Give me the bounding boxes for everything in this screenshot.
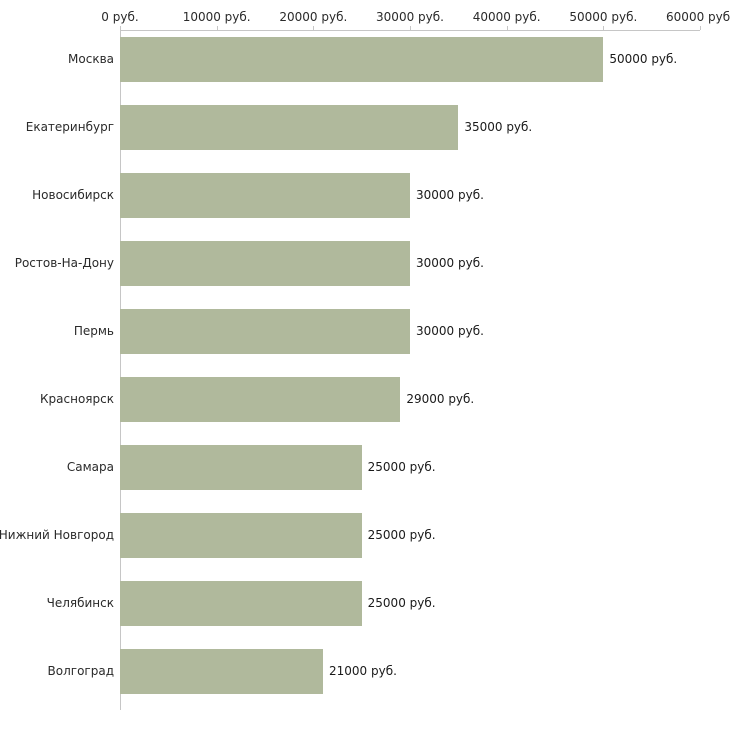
x-axis-tick-mark — [700, 26, 701, 30]
bar-4 — [120, 241, 410, 286]
x-axis-tick-label: 30000 руб. — [376, 10, 444, 24]
x-axis-tick-mark — [506, 26, 508, 30]
value-label: 35000 руб. — [464, 120, 533, 134]
bar-7 — [120, 445, 362, 490]
x-axis-tick-mark — [120, 26, 121, 30]
x-axis-tick-label: 40000 руб. — [472, 10, 541, 24]
bar-1 — [120, 37, 604, 82]
x-axis-tick-label: 0 руб. — [101, 10, 139, 24]
category-label: Нижний Новгород — [0, 528, 114, 542]
value-label: 21000 руб. — [329, 664, 397, 678]
bar-10 — [120, 649, 323, 694]
x-axis-tick-label: 50000 руб. — [569, 10, 638, 24]
x-axis-tick-label: 20000 руб. — [279, 10, 348, 24]
category-label: Москва — [68, 52, 114, 66]
value-label: 30000 руб. — [416, 188, 484, 202]
category-label: Новосибирск — [32, 188, 114, 202]
value-label: 25000 руб. — [367, 460, 436, 474]
plot-area — [120, 30, 700, 710]
x-axis-tick-label: 60000 руб. — [666, 10, 730, 24]
value-label: 50000 руб. — [609, 52, 678, 66]
category-label: Пермь — [73, 324, 114, 338]
x-axis-tick-mark — [603, 26, 605, 30]
bar-9 — [120, 581, 362, 626]
category-label: Ростов-На-Дону — [14, 256, 114, 270]
category-label: Екатеринбург — [25, 120, 114, 134]
bar-3 — [120, 173, 410, 218]
bar-6 — [120, 377, 401, 422]
value-label: 30000 руб. — [416, 324, 484, 338]
x-axis-tick-label: 10000 руб. — [182, 10, 251, 24]
value-label: 29000 руб. — [406, 392, 475, 406]
category-label: Волгоград — [47, 664, 114, 678]
value-label: 25000 руб. — [367, 596, 436, 610]
x-axis-tick-mark — [313, 26, 315, 30]
category-label: Челябинск — [46, 596, 114, 610]
x-axis-tick-mark — [216, 26, 218, 30]
category-label: Самара — [66, 460, 114, 474]
category-label: Красноярск — [40, 392, 114, 406]
value-label: 30000 руб. — [416, 256, 484, 270]
bar-5 — [120, 309, 410, 354]
x-axis-tick-mark — [410, 26, 411, 30]
bar-8 — [120, 513, 362, 558]
value-label: 25000 руб. — [367, 528, 436, 542]
bar-2 — [120, 105, 459, 150]
